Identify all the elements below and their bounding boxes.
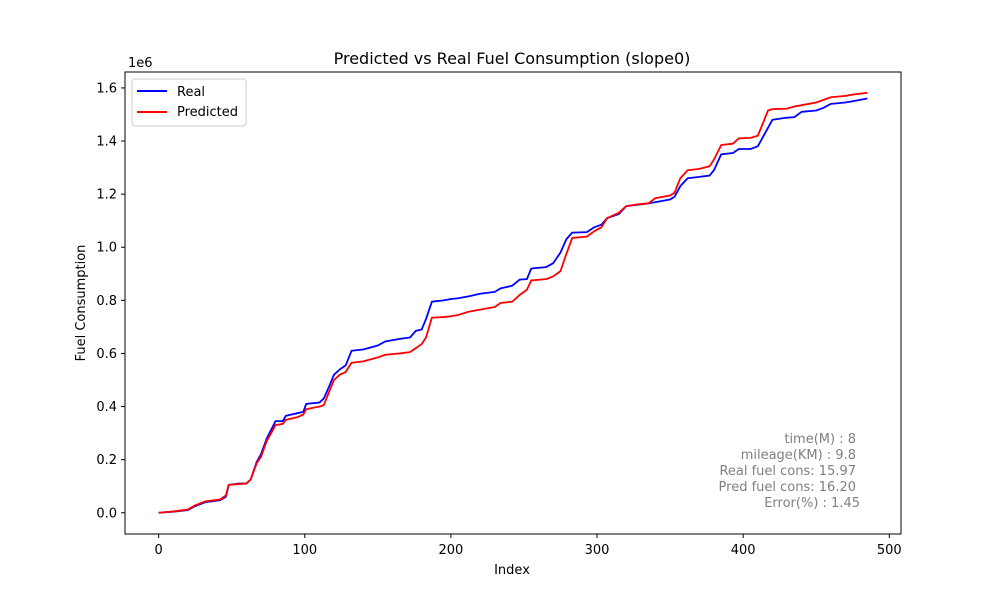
y-tick-label: 0.4 <box>96 400 117 415</box>
plot-frame <box>124 71 902 535</box>
y-offset-label: 1e6 <box>128 56 153 71</box>
y-tick-label: 1.0 <box>96 241 117 256</box>
y-tick-label: 0.2 <box>96 453 117 468</box>
annotation-real-fuel: Real fuel cons: 15.97 <box>719 464 856 479</box>
y-tick-label: 0.0 <box>96 506 117 521</box>
y-axis-label: Fuel Consumption <box>74 245 89 362</box>
plot-series <box>158 91 868 514</box>
series-line-predicted <box>158 91 868 514</box>
annotation-time: time(M) : 8 <box>784 432 856 447</box>
y-tick-label: 0.8 <box>96 294 117 309</box>
annotation-pred-fuel: Pred fuel cons: 16.20 <box>719 480 856 495</box>
series-line-real <box>158 97 868 514</box>
y-tick-label: 1.6 <box>96 81 117 96</box>
y-tick-label: 0.6 <box>96 347 117 362</box>
x-tick-label: 0 <box>154 543 162 558</box>
x-axis-label: Index <box>494 563 530 578</box>
annotation-error: Error(%) : 1.45 <box>764 496 860 511</box>
x-tick-label: 500 <box>877 543 902 558</box>
legend: Real Predicted <box>131 78 247 127</box>
legend-predicted-label: Predicted <box>177 105 238 120</box>
x-tick-label: 200 <box>438 543 463 558</box>
annotation-mileage: mileage(KM) : 9.8 <box>741 448 856 463</box>
x-axis-ticks: 0 100 200 300 400 500 <box>154 534 902 558</box>
legend-real-label: Real <box>177 85 205 100</box>
x-tick-label: 100 <box>292 543 317 558</box>
x-tick-label: 300 <box>585 543 610 558</box>
y-tick-label: 1.2 <box>96 188 117 203</box>
y-tick-label: 1.4 <box>96 135 117 150</box>
y-axis-ticks: 0.0 0.2 0.4 0.6 0.8 1.0 1.2 1.4 1.6 <box>96 81 125 521</box>
stats-annotation: time(M) : 8 mileage(KM) : 9.8 Real fuel … <box>719 432 860 511</box>
x-tick-label: 400 <box>731 543 756 558</box>
chart-title: Predicted vs Real Fuel Consumption (slop… <box>334 49 691 68</box>
